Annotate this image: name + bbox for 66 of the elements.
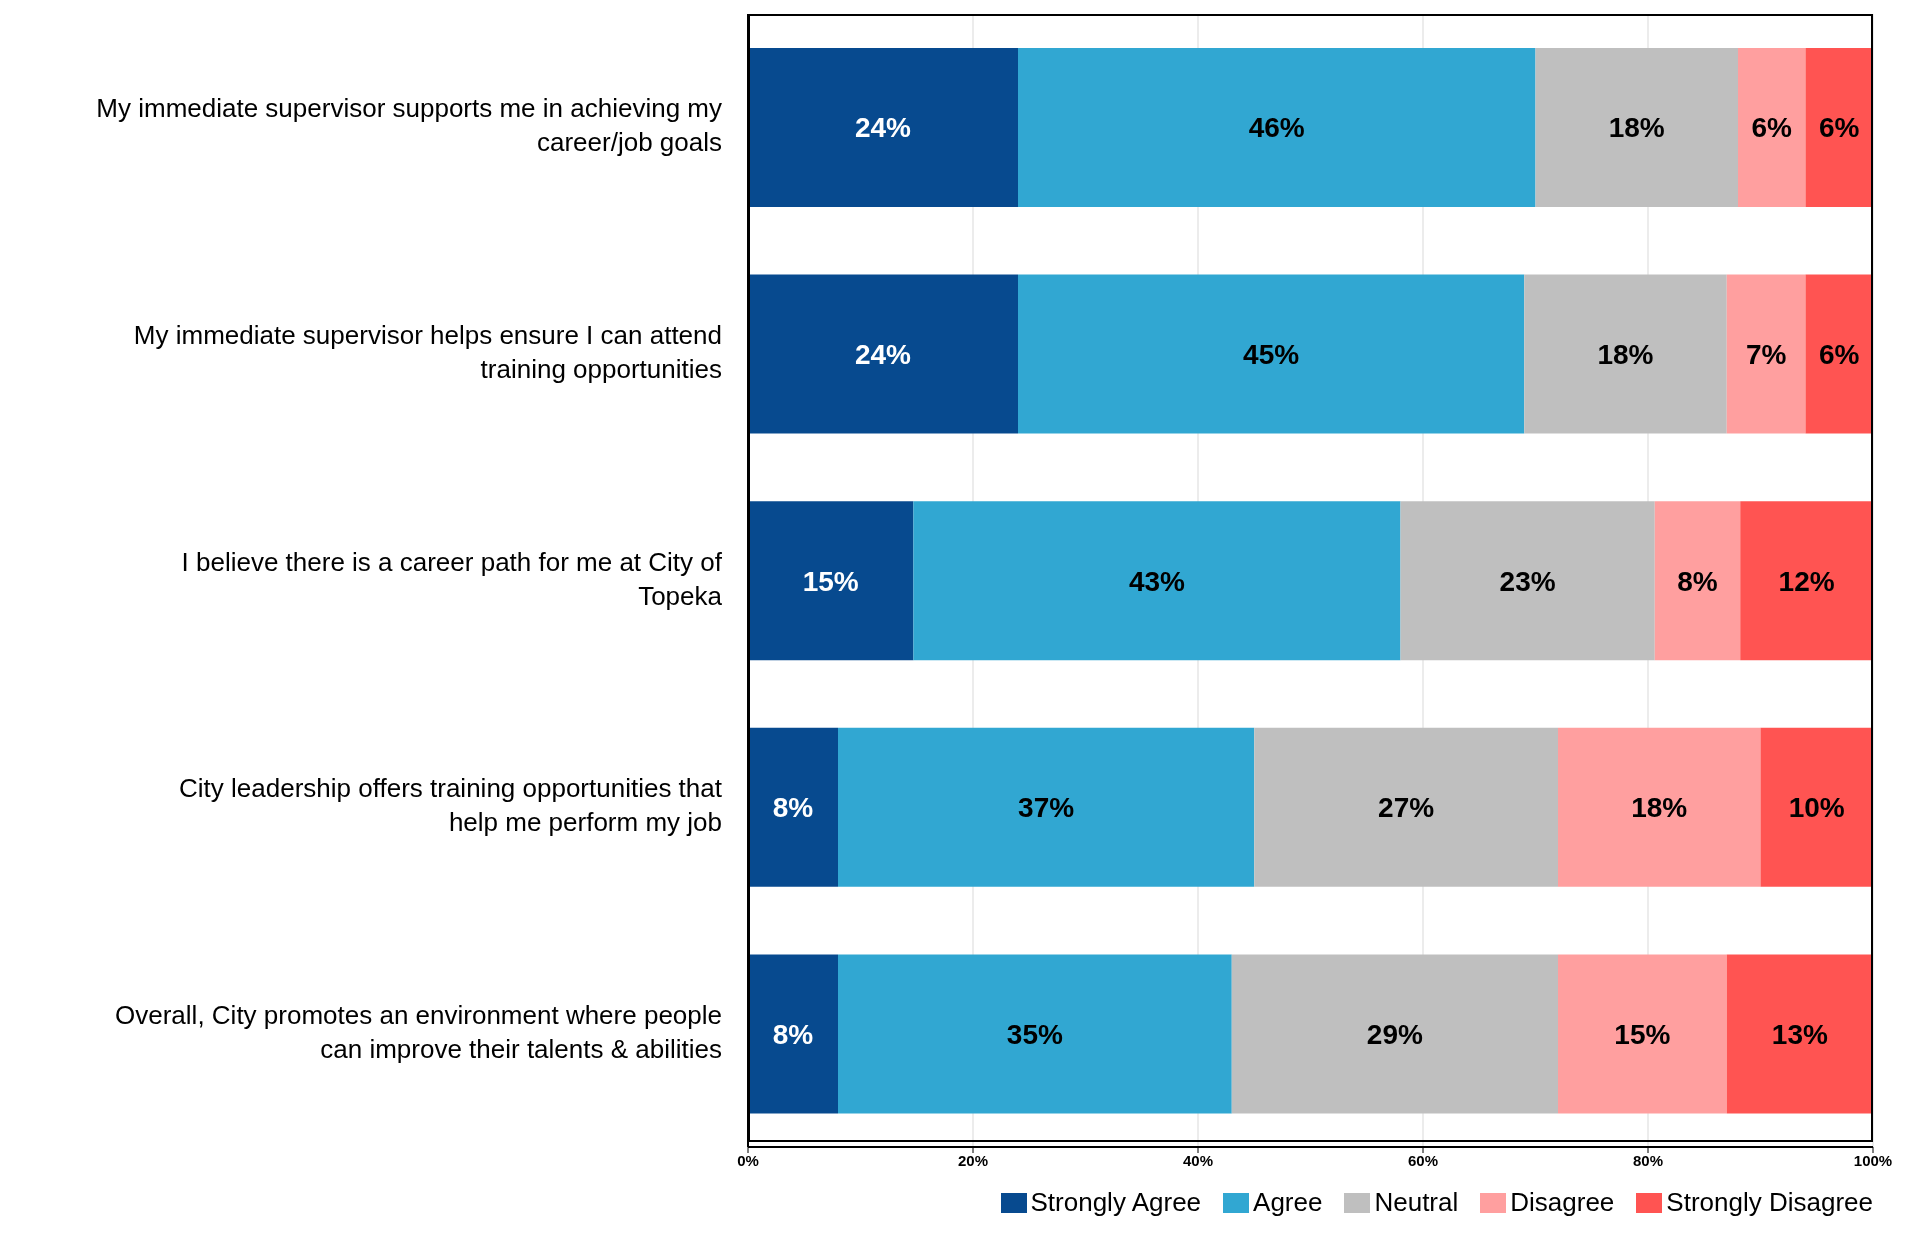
legend-label: Strongly Disagree bbox=[1665, 1187, 1873, 1218]
x-tick-label: 20% bbox=[957, 1151, 989, 1169]
bar bbox=[1726, 954, 1873, 1114]
bar bbox=[1254, 727, 1558, 887]
x-tick-label: 0% bbox=[737, 1151, 759, 1169]
data-label: 18% bbox=[1597, 339, 1654, 371]
legend-label: Neutral bbox=[1373, 1187, 1459, 1218]
data-label: 45% bbox=[1243, 339, 1300, 371]
x-tick-label: 60% bbox=[1407, 1151, 1439, 1169]
data-label: 18% bbox=[1631, 792, 1688, 824]
bar bbox=[1018, 47, 1536, 207]
bar bbox=[1400, 501, 1655, 661]
bar bbox=[1231, 954, 1558, 1114]
data-label: 24% bbox=[854, 339, 912, 371]
bar bbox=[1524, 274, 1727, 434]
legend-label: Strongly Agree bbox=[1029, 1187, 1202, 1218]
bar bbox=[1726, 274, 1806, 434]
data-label: 24% bbox=[854, 112, 912, 144]
x-tick-label: 100% bbox=[1853, 1151, 1893, 1169]
bar bbox=[1018, 274, 1525, 434]
bar bbox=[1535, 47, 1738, 207]
bar bbox=[913, 501, 1401, 661]
data-label: 7% bbox=[1745, 339, 1787, 371]
data-label: 43% bbox=[1128, 565, 1186, 597]
bar bbox=[748, 954, 838, 1114]
data-label: 15% bbox=[802, 565, 859, 597]
bar bbox=[1654, 501, 1741, 661]
data-label: 13% bbox=[1771, 1018, 1828, 1050]
data-label: 10% bbox=[1788, 792, 1845, 824]
x-tick-label: 80% bbox=[1632, 1151, 1664, 1169]
data-label: 6% bbox=[1819, 339, 1860, 371]
x-tick-label: 40% bbox=[1182, 1151, 1214, 1169]
y-tick-label: City leadership offers training opportunities that help me perform my job bbox=[179, 772, 723, 837]
data-label: 15% bbox=[1614, 1018, 1671, 1050]
y-tick-label: I believe there is a career path for me at City of Topeka bbox=[181, 546, 723, 611]
data-label: 8% bbox=[772, 1018, 814, 1050]
y-tick-label: My immediate supervisor helps ensure I can attend training opportunities bbox=[133, 319, 722, 384]
bar bbox=[1805, 274, 1873, 434]
bar bbox=[1558, 954, 1727, 1114]
bar bbox=[1558, 727, 1761, 887]
data-label: 35% bbox=[1006, 1018, 1063, 1050]
bar bbox=[1738, 47, 1806, 207]
bar bbox=[1805, 47, 1873, 207]
bar bbox=[748, 274, 1018, 434]
y-tick-label: My immediate supervisor supports me in achieving my career/job goals bbox=[96, 93, 722, 158]
bar bbox=[1760, 727, 1873, 887]
data-label: 18% bbox=[1608, 112, 1665, 144]
y-tick-label: Overall, City promotes an environment where people can improve their talents & abilities bbox=[115, 999, 722, 1064]
legend-label: Disagree bbox=[1509, 1187, 1615, 1218]
bar bbox=[838, 727, 1255, 887]
data-label: 6% bbox=[1819, 112, 1860, 144]
data-label: 23% bbox=[1499, 565, 1556, 597]
bar bbox=[748, 727, 838, 887]
bar bbox=[748, 47, 1018, 207]
bar bbox=[748, 501, 914, 661]
data-label: 29% bbox=[1366, 1018, 1423, 1050]
data-label: 6% bbox=[1751, 112, 1793, 144]
data-label: 8% bbox=[1677, 565, 1718, 597]
data-label: 12% bbox=[1778, 565, 1835, 597]
legend-label: Agree bbox=[1252, 1187, 1323, 1218]
data-label: 37% bbox=[1018, 792, 1075, 824]
data-label: 8% bbox=[772, 792, 814, 824]
data-label: 27% bbox=[1378, 792, 1435, 824]
bar bbox=[1740, 501, 1873, 661]
bar bbox=[838, 954, 1232, 1114]
data-label: 46% bbox=[1248, 112, 1305, 144]
